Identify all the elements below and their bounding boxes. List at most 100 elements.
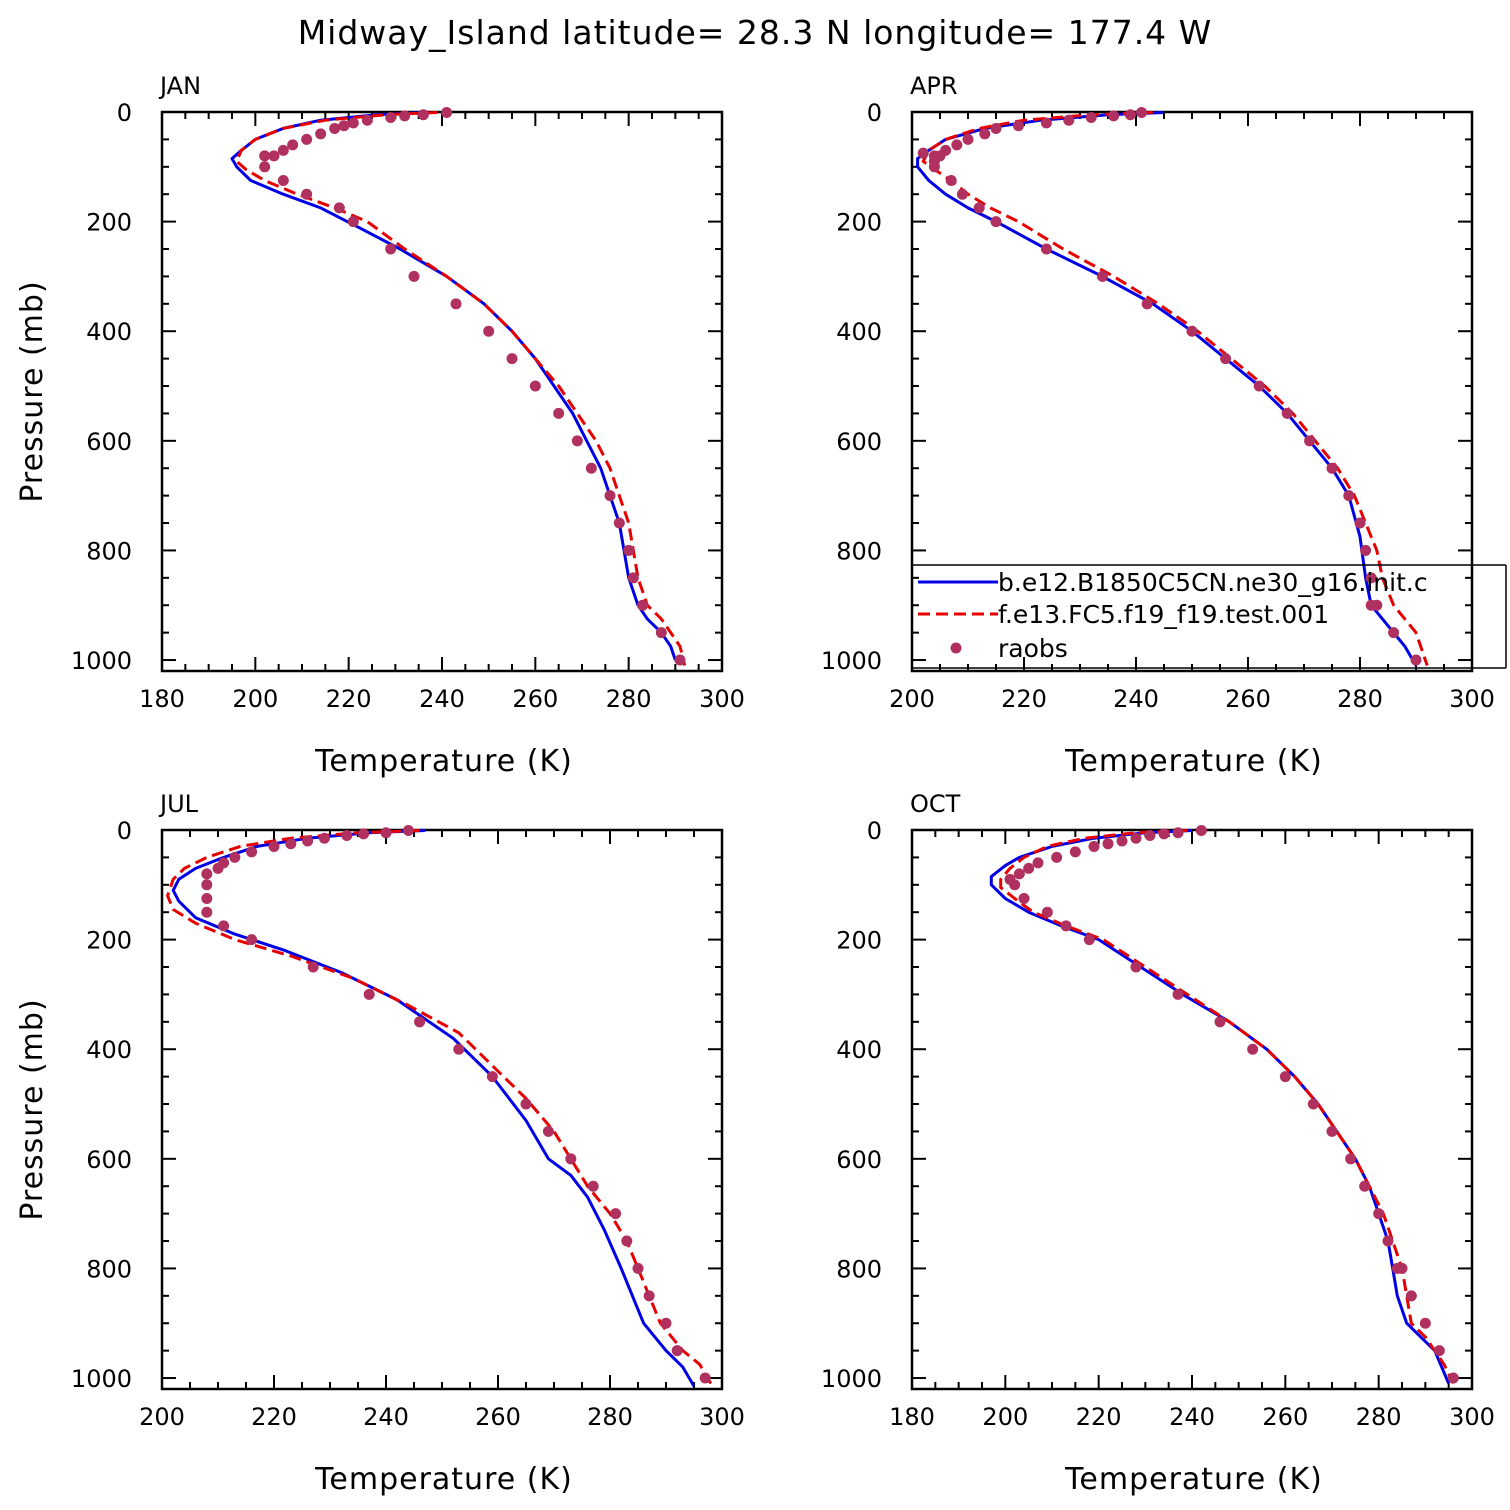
x-tick-label: 220 [1001,685,1047,713]
raobs-point [277,175,289,187]
raobs-point [358,828,370,840]
raobs-point [1009,879,1021,891]
raobs-point [1345,1153,1357,1165]
raobs-point [483,325,495,337]
x-tick-label: 260 [1225,685,1271,713]
raobs-point [1388,627,1400,639]
x-tick-label: 240 [363,1403,409,1431]
raobs-point [347,117,359,129]
panel-label: JAN [158,72,201,100]
raobs-point [1013,868,1025,880]
y-tick-label: 200 [836,927,882,955]
x-tick-label: 200 [139,1403,185,1431]
legend-entry-label: f.e13.FC5.f19_f19.test.001 [998,600,1329,629]
raobs-point [674,654,686,666]
raobs-point [1354,517,1366,529]
raobs-point [1060,920,1072,932]
y-tick-label: 800 [86,1255,132,1283]
x-tick-label: 200 [982,1403,1028,1431]
raobs-point [1040,117,1052,129]
raobs-point [928,150,940,162]
raobs-point [945,175,957,187]
raobs-point [542,1125,554,1137]
y-tick-label: 800 [86,537,132,565]
raobs-point [277,144,289,156]
raobs-point [655,627,667,639]
panel-oct: 180 200 220 240 260 280 300 0 200 400 600 800 1000 OC… [821,790,1495,1497]
x-tick-label: 260 [1262,1403,1308,1431]
x-tick-label: 200 [232,685,278,713]
raobs-point [1063,114,1075,126]
x-axis-label: Temperature (K) [1064,1462,1323,1497]
raobs-point [1373,1208,1385,1220]
plot-frame [160,110,724,673]
raobs-point [1088,840,1100,852]
x-axis-label: Temperature (K) [1064,744,1323,779]
raobs-point [285,838,297,850]
raobs-point [1144,829,1156,841]
raobs-point [259,161,271,173]
series-line-model-f [235,111,687,666]
y-tick-label: 400 [836,1036,882,1064]
raobs-point [637,599,649,611]
raobs-point [1405,1290,1417,1302]
raobs-point [1396,1262,1408,1274]
series-line-model-f [166,829,713,1385]
raobs-point [329,122,341,134]
raobs-point [1130,832,1142,844]
x-tick-label: 280 [1337,685,1383,713]
raobs-point [1360,544,1372,556]
raobs-point [338,120,350,132]
raobs-point [632,1262,644,1274]
raobs-point [1130,961,1142,973]
y-tick-label: 400 [836,318,882,346]
panels: 180 200 220 240 260 280 300 0 200 400 600 800 1000 JA… [15,72,1495,1497]
raobs-point [1085,111,1097,123]
raobs-point [1326,462,1338,474]
raobs-point [1158,828,1170,840]
y-tick-label: 200 [86,927,132,955]
raobs-point [315,128,327,140]
raobs-point [441,107,453,119]
raobs-point [259,150,271,162]
raobs-point [1214,1016,1226,1028]
raobs-point [1326,1125,1338,1137]
x-tick-label: 220 [326,685,372,713]
y-tick-label: 400 [86,318,132,346]
raobs-point [1247,1043,1259,1055]
plot-frame [160,828,724,1391]
raobs-point [212,862,224,874]
raobs-point [973,202,985,214]
raobs-point [347,216,359,228]
raobs-point [201,879,213,891]
raobs-point [363,988,375,1000]
raobs-point [928,161,940,173]
raobs-point [380,827,392,839]
y-tick-label: 0 [867,817,882,845]
series-line-model-b [989,829,1451,1385]
y-tick-label: 400 [86,1036,132,1064]
raobs-point [1023,862,1035,874]
raobs-point [333,202,345,214]
raobs-point [1307,1098,1319,1110]
x-tick-label: 300 [699,685,745,713]
raobs-point [1172,988,1184,1000]
raobs-point [1186,325,1198,337]
raobs-point [1012,120,1024,132]
raobs-point [229,851,241,863]
raobs-point [402,825,414,837]
raobs-point [408,270,420,282]
raobs-point [610,1208,622,1220]
x-tick-label: 280 [1356,1403,1402,1431]
y-tick-label: 0 [117,817,132,845]
raobs-point [962,133,974,145]
raobs-point [506,353,518,365]
x-tick-label: 300 [1449,1403,1495,1431]
legend-entry-label: raobs [998,634,1068,663]
y-tick-label: 1000 [71,1365,132,1393]
raobs-point [1172,827,1184,839]
x-tick-label: 240 [419,685,465,713]
raobs-point [917,147,929,159]
series-group [989,825,1459,1385]
